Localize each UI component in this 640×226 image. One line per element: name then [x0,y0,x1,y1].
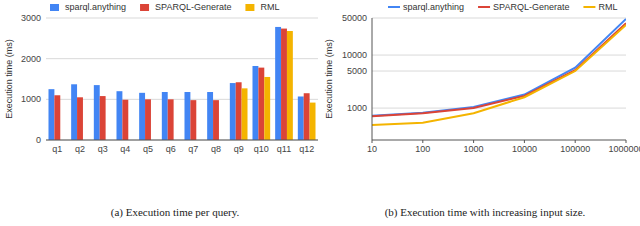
x-tick-label: q10 [254,144,269,154]
bar [310,103,316,140]
bar [48,89,54,140]
grid-line [372,108,626,109]
caption: (b) Execution time with increasing input… [385,206,586,219]
x-tick-label: q3 [98,144,108,154]
legend-label: RML [598,2,617,12]
series-line [372,23,626,116]
bar [275,27,281,140]
bar [242,88,248,140]
y-tick-label: 2000 [21,54,41,64]
bar [184,92,190,140]
legend-swatch [388,6,400,8]
bar [281,29,287,140]
bar [298,96,304,140]
x-tick-label: q9 [234,144,244,154]
x-tick-label: q2 [75,144,85,154]
bar [264,77,270,140]
x-tick-label: q7 [188,144,198,154]
legend-label: sparql.anything [65,2,126,12]
bar [252,66,258,140]
bar [207,92,213,140]
bar [287,31,293,140]
x-tick-label: q12 [299,144,314,154]
grid-line [46,18,318,19]
bar [54,95,60,140]
x-axis-line [46,140,318,141]
x-tick-label: 10000 [512,144,537,154]
figure: 0 1000 2000 3000 Execution time (ms) q1 q2 q3 q4… [0,0,640,226]
plot-area [372,19,626,125]
y-axis-line [372,18,373,140]
grid-line [46,140,318,141]
x-tick-label: 10 [367,144,377,154]
legend-swatch [583,6,595,8]
chart-1: 1000 5000 10000 50000 Execution time (ms) 10 1… [324,2,640,219]
legend-swatch [140,4,149,11]
bar [236,82,242,140]
legend-label: sparql.anything [403,2,464,12]
plot-area [48,27,315,140]
bar [94,85,100,140]
bar [139,93,145,140]
legend-label: SPARQL-Generate [493,2,569,12]
bar [77,97,83,140]
x-tick-label: 1000 [464,144,484,154]
legend-swatch [245,4,254,11]
bar [145,99,151,140]
y-tick-label: 3000 [21,13,41,23]
legend-label: SPARQL-Generate [155,2,231,12]
legend-label: RML [260,2,279,12]
legend-swatch [478,6,490,8]
x-axis-line [372,140,626,141]
x-tick-label: q8 [211,144,221,154]
x-tick-label: 100 [415,144,430,154]
x-tick-label: 100000 [560,144,590,154]
bar [190,100,196,140]
y-tick-label: 50000 [342,13,367,23]
grid-line [372,18,626,19]
y-tick-label: 1000 [21,94,41,104]
y-tick-label: 0 [36,135,41,145]
bar [100,96,106,140]
caption: (a) Execution time per query. [111,206,240,219]
bar [162,92,168,140]
y-axis-title: Execution time (ms) [324,39,334,119]
bar [230,83,236,140]
series-line [372,19,626,116]
bar [71,84,77,140]
x-tick-label: q11 [277,144,291,154]
x-tick-label: 1000000 [608,144,640,154]
x-tick-label: q5 [143,144,153,154]
y-tick-label: 1000 [347,103,367,113]
grid-line [372,71,626,72]
bar [122,100,128,140]
legend-swatch [50,4,59,11]
chart-0: 0 1000 2000 3000 Execution time (ms) q1 q2 q3 q4… [4,2,318,219]
x-tick-label: q1 [52,144,62,154]
x-tick-label: q6 [166,144,176,154]
series-line [372,25,626,125]
bar [304,93,310,140]
y-tick-label: 10000 [342,50,367,60]
bar [258,68,264,140]
bar [213,100,219,140]
y-tick-label: 5000 [347,66,367,76]
bar [168,99,174,140]
y-axis-title: Execution time (ms) [4,39,14,119]
bar [116,91,122,140]
x-tick-label: q4 [120,144,130,154]
